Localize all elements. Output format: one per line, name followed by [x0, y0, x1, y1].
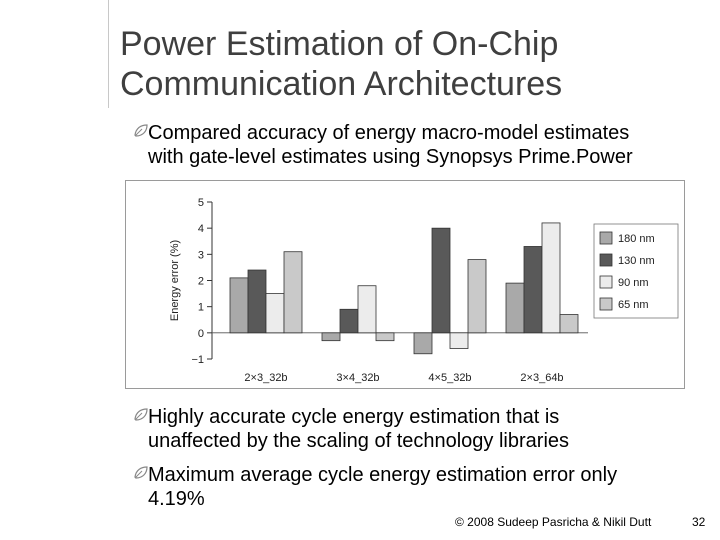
bar-130nm-0 [247, 269, 267, 334]
legend-label: 65 nm [618, 299, 649, 311]
legend-label: 90 nm [618, 277, 649, 289]
bullet-1-line-2: with gate-level estimates using Synopsys… [148, 146, 633, 168]
y-tick-label: 0 [198, 328, 204, 340]
bullet-2: Highly accurate cycle energy estimation … [132, 405, 692, 453]
bar-90nm-2 [449, 332, 469, 349]
bullet-3: Maximum average cycle energy estimation … [132, 463, 692, 511]
y-tick-label: 5 [198, 197, 204, 209]
bar-65nm-0 [283, 251, 303, 334]
legend-swatch [599, 297, 613, 311]
y-axis-label: Energy error (%) [169, 240, 181, 321]
title-divider-line [108, 0, 109, 108]
bar-180nm-2 [413, 332, 433, 355]
x-category-label: 4×5_32b [428, 372, 471, 384]
bar-65nm-3 [559, 314, 579, 334]
y-tick-label: 4 [198, 223, 204, 235]
bar-90nm-3 [541, 222, 561, 334]
chart-frame: 5 4 3 2 1 0 −1 Energy error (%) 2×3_32b 3×4_32b 4×… [125, 180, 685, 389]
copyright-credit: © 2008 Sudeep Pasricha & Nikil Dutt [455, 515, 652, 529]
bullet-3-line-1: Maximum average cycle energy estimation … [148, 464, 618, 486]
bullet-2-line-1: Highly accurate cycle energy estimation … [148, 406, 560, 428]
bar-130nm-2 [431, 227, 451, 334]
bar-180nm-0 [229, 277, 249, 334]
bar-130nm-1 [339, 308, 359, 334]
legend-swatch [599, 253, 613, 267]
y-tick-label: 2 [198, 276, 204, 288]
bar-90nm-1 [357, 285, 377, 334]
legend-swatch [599, 275, 613, 289]
energy-error-bar-chart: 5 4 3 2 1 0 −1 Energy error (%) 2×3_32b 3×4_32b 4×… [169, 197, 679, 384]
leaf-bullet-icon [134, 408, 148, 421]
leaf-bullet-icon [134, 124, 148, 137]
bar-90nm-0 [265, 293, 285, 334]
bullet-1: Compared accuracy of energy macro-model … [132, 121, 692, 169]
bullet-2-line-2: unaffected by the scaling of technology … [148, 430, 570, 452]
bar-180nm-3 [505, 282, 525, 334]
legend-label: 130 nm [618, 255, 655, 267]
bar-65nm-1 [375, 332, 395, 342]
leaf-bullet-icon [134, 466, 148, 479]
page-number: 32 [692, 515, 706, 529]
bar-130nm-3 [523, 246, 543, 334]
legend-label: 180 nm [618, 233, 655, 245]
bullet-1-line-1: Compared accuracy of energy macro-model … [148, 122, 630, 144]
bar-65nm-2 [467, 259, 487, 334]
slide-title-line-1: Power Estimation of On-Chip [120, 25, 559, 63]
slide-title-line-2: Communication Architectures [120, 65, 563, 103]
x-category-label: 3×4_32b [336, 372, 379, 384]
y-tick-label: −1 [191, 354, 204, 366]
x-category-label: 2×3_32b [244, 372, 287, 384]
y-tick-label: 1 [198, 302, 204, 314]
y-tick-label: 3 [198, 249, 204, 261]
x-category-label: 2×3_64b [520, 372, 563, 384]
legend-swatch [599, 231, 613, 245]
slide-title: Power Estimation of On-Chip Communicatio… [120, 24, 700, 104]
bar-180nm-1 [321, 332, 341, 342]
bullet-3-line-2: 4.19% [148, 488, 205, 510]
